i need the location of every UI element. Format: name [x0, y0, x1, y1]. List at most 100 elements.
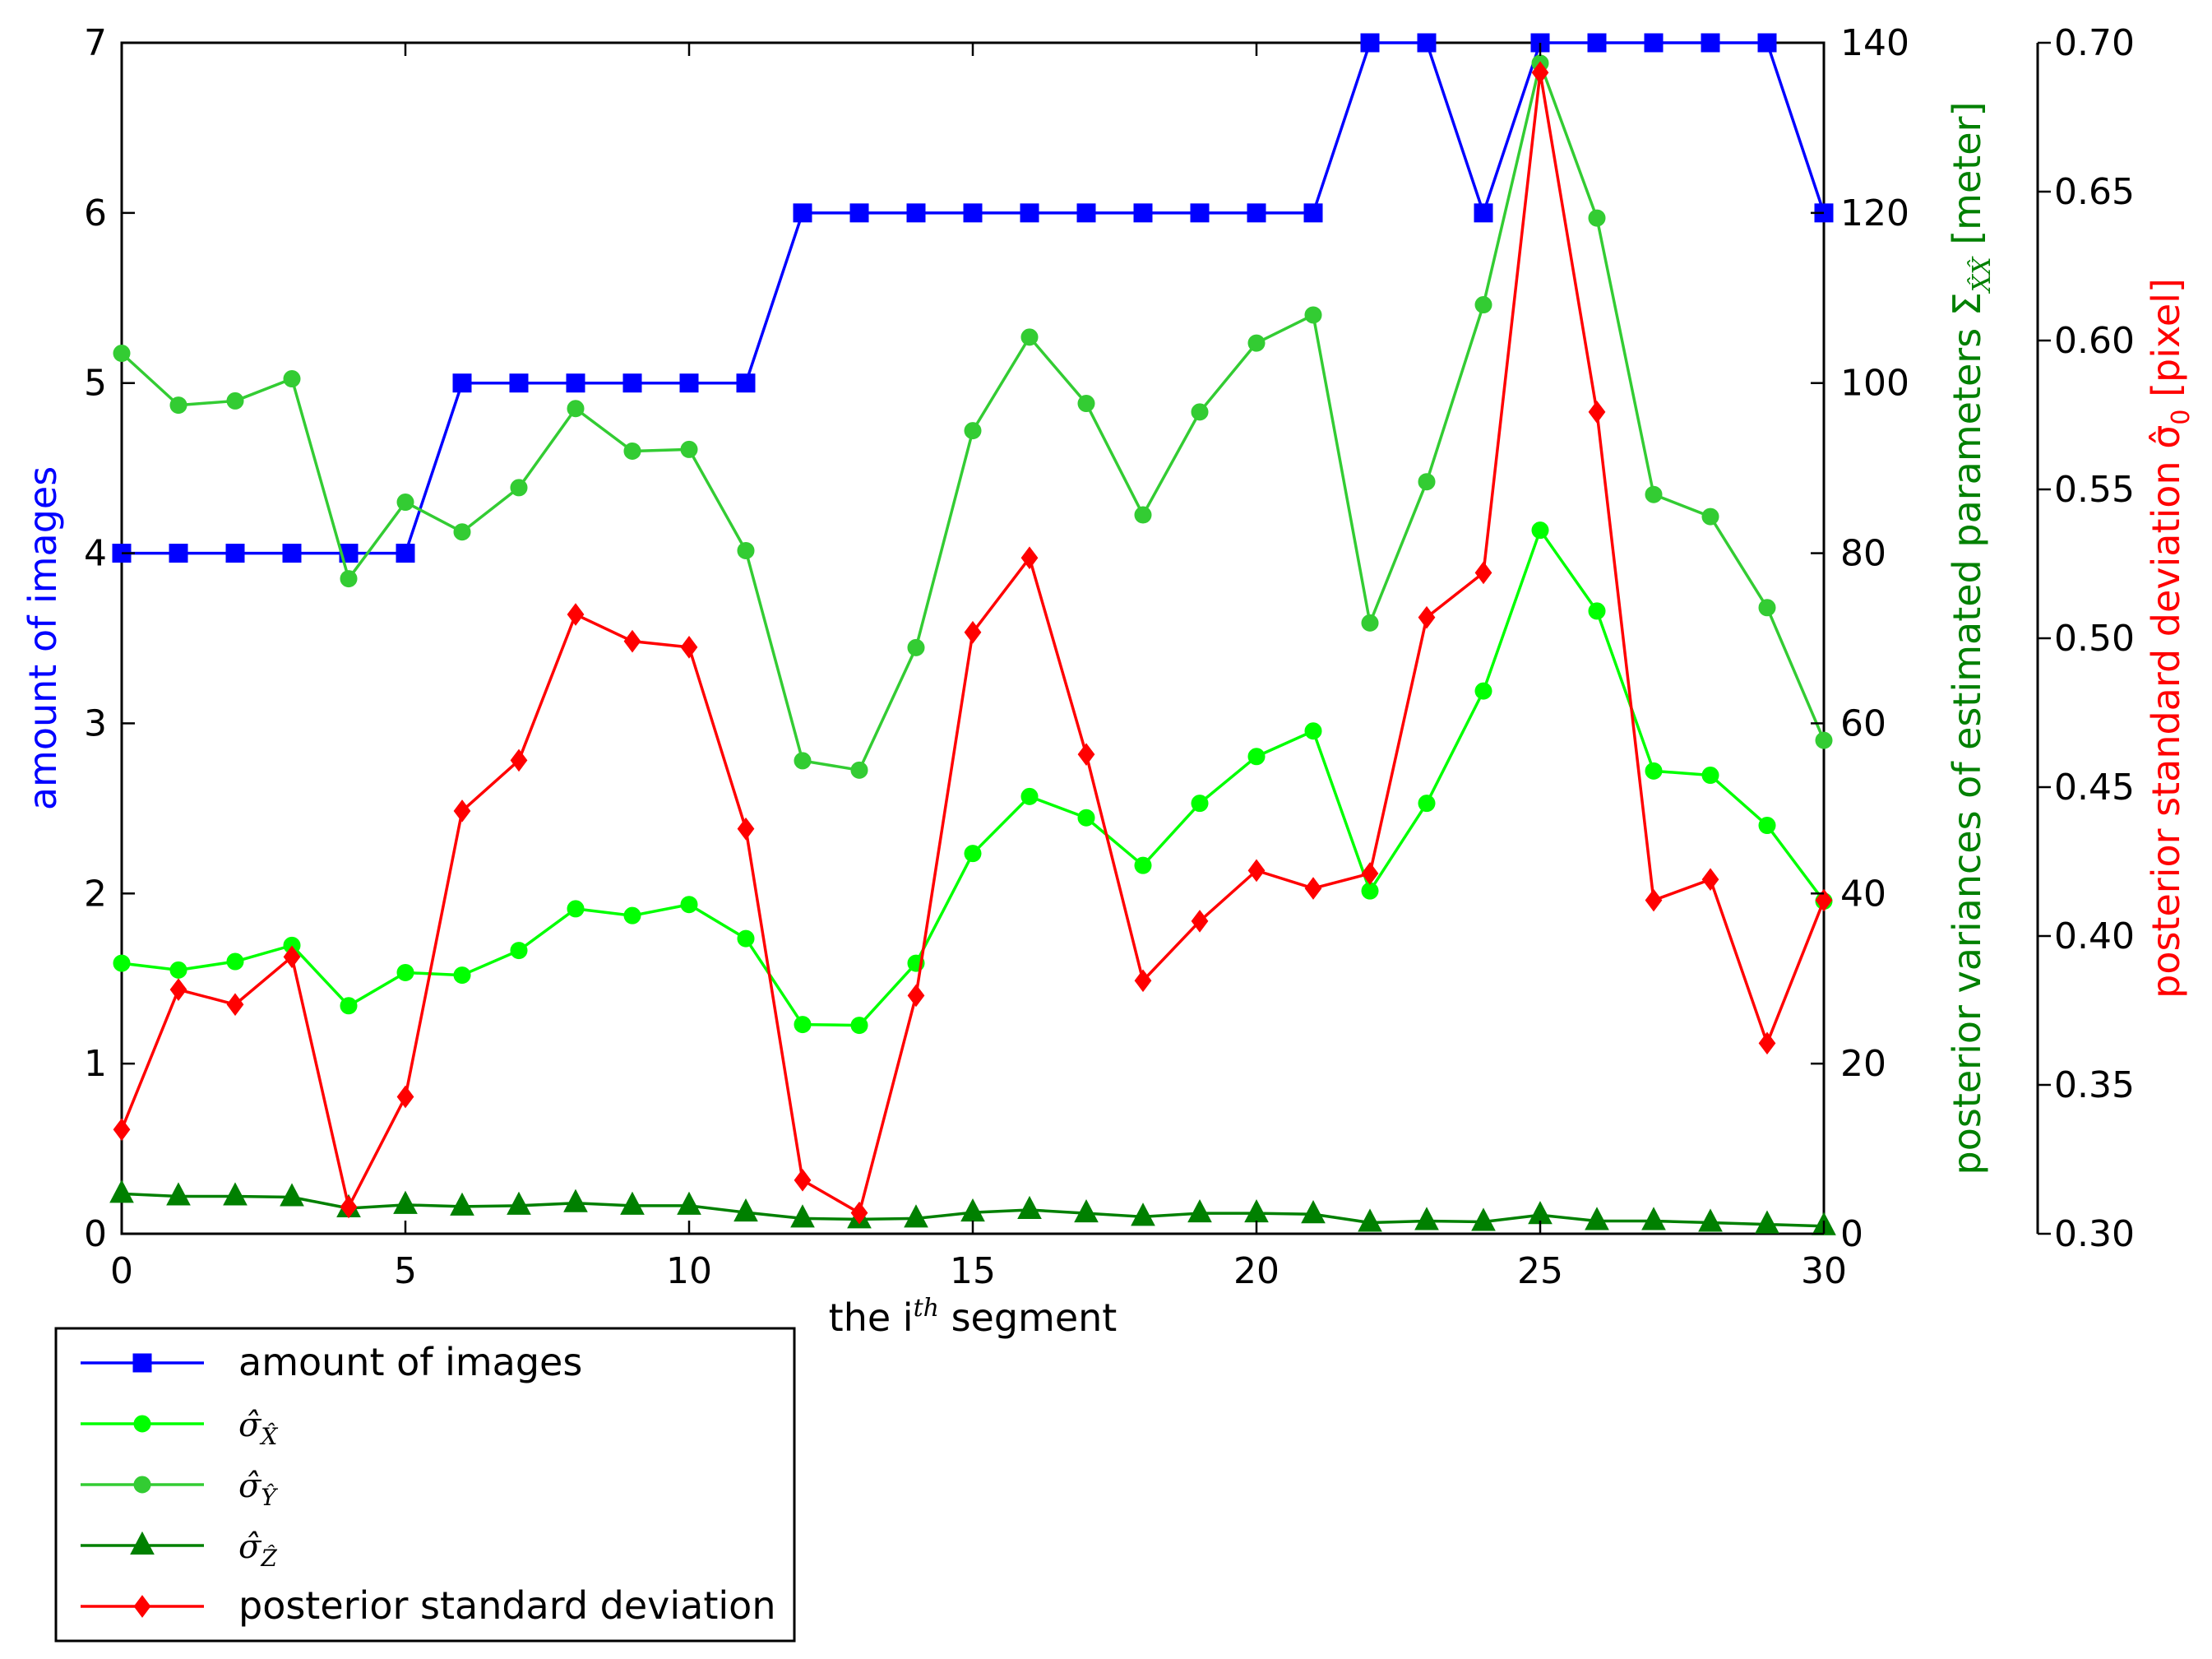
data-point	[737, 817, 755, 841]
data-point	[1247, 203, 1266, 223]
left-tick-label: 6	[84, 192, 107, 234]
data-point	[1187, 1199, 1212, 1223]
left-tick-label: 4	[84, 533, 107, 575]
legend-entry: posterior standard deviation	[81, 1583, 775, 1628]
right1-tick-label: 100	[1840, 363, 1909, 405]
data-point	[1701, 33, 1720, 53]
data-point	[567, 603, 585, 626]
data-point	[1758, 1031, 1776, 1055]
data-point	[453, 799, 471, 823]
legend-label: σ̂X̂	[238, 1406, 278, 1450]
data-point	[737, 541, 755, 559]
data-point	[1417, 33, 1437, 53]
data-point	[964, 422, 982, 440]
data-point	[1361, 882, 1379, 900]
data-point	[1758, 817, 1776, 835]
data-point	[393, 1190, 418, 1214]
data-point	[396, 494, 414, 512]
data-point	[904, 1204, 928, 1228]
legend: amount of images σ̂X̂ σ̂Ŷ σ̂Ẑ posterior st…	[54, 1327, 796, 1643]
data-point	[396, 544, 415, 563]
right1-tick-label: 60	[1840, 702, 1886, 744]
data-point	[1418, 795, 1436, 813]
data-point	[1074, 1199, 1099, 1223]
series-line	[120, 62, 1826, 772]
data-point	[1191, 403, 1209, 421]
data-point	[1191, 910, 1209, 933]
data-point	[1247, 859, 1266, 883]
axes-layer: 0 5 10 15 20 25 30 the ith segment 0 1 2 3 4 5 6 7 amoun…	[21, 22, 2196, 1340]
left-tick-label: 0	[84, 1213, 107, 1255]
data-point	[226, 993, 244, 1017]
data-point	[677, 1191, 701, 1215]
data-point	[283, 370, 301, 388]
legend-entry: amount of images	[81, 1340, 582, 1384]
data-point	[1815, 888, 1833, 912]
left-tick-label: 2	[84, 873, 107, 915]
data-point	[1020, 787, 1039, 805]
x-tick-label: 25	[1517, 1250, 1563, 1292]
data-point	[566, 373, 585, 393]
data-point	[1474, 682, 1492, 700]
data-point	[396, 1085, 414, 1109]
legend-label: σ̂Ẑ	[238, 1528, 277, 1572]
data-point	[1304, 306, 1322, 324]
data-point	[906, 203, 926, 223]
data-point	[1134, 856, 1152, 874]
data-point	[1190, 203, 1210, 223]
x-tick-label: 30	[1801, 1250, 1847, 1292]
right1-tick-label: 140	[1840, 22, 1909, 64]
data-point	[1191, 795, 1209, 813]
data-point	[1020, 546, 1039, 570]
x-tick-label: 5	[394, 1250, 417, 1292]
data-point	[109, 1179, 134, 1203]
x-tick-label: 15	[950, 1250, 996, 1292]
series-layer	[109, 33, 1836, 1235]
data-point	[736, 373, 756, 393]
data-point	[1131, 1203, 1155, 1226]
right1-tick-label: 120	[1840, 192, 1909, 234]
data-point	[396, 963, 414, 981]
data-point	[907, 638, 925, 656]
series-amount-of-images	[112, 33, 1834, 563]
data-point	[169, 961, 187, 979]
data-point	[563, 1189, 588, 1212]
data-point	[1077, 743, 1095, 767]
right2-tick-label: 0.60	[2054, 320, 2135, 362]
data-point	[1701, 507, 1719, 526]
legend-marker	[133, 1595, 151, 1618]
data-point	[282, 544, 302, 563]
legend-label: amount of images	[238, 1340, 582, 1384]
data-point	[1815, 731, 1833, 749]
data-point	[1531, 61, 1549, 85]
series-sigma-x	[113, 521, 1833, 1035]
data-point	[1077, 809, 1095, 827]
data-point	[1134, 969, 1152, 993]
data-point	[737, 929, 755, 948]
data-point	[620, 1191, 645, 1215]
data-point	[169, 396, 187, 415]
data-point	[1020, 328, 1039, 346]
right2-tick-label: 0.45	[2054, 767, 2135, 809]
data-point	[680, 636, 698, 659]
data-point	[1304, 722, 1322, 740]
data-point	[1645, 485, 1663, 503]
data-point	[1531, 521, 1549, 540]
data-point	[964, 620, 982, 644]
data-point	[1361, 862, 1379, 885]
legend-entry: σ̂Ŷ	[81, 1467, 278, 1511]
data-point	[623, 629, 641, 653]
data-point	[850, 1201, 868, 1225]
data-point	[113, 1118, 131, 1142]
series-sigma-z	[109, 1179, 1836, 1235]
right1-tick-label: 40	[1840, 873, 1886, 915]
x-tick-label: 10	[666, 1250, 712, 1292]
data-point	[907, 984, 925, 1008]
data-point	[340, 997, 358, 1015]
right1-tick-label: 20	[1840, 1043, 1886, 1085]
right2-tick-label: 0.55	[2054, 469, 2135, 511]
data-point	[453, 523, 471, 541]
left-tick-label: 3	[84, 702, 107, 744]
data-point	[1474, 296, 1492, 314]
data-point	[679, 373, 699, 393]
